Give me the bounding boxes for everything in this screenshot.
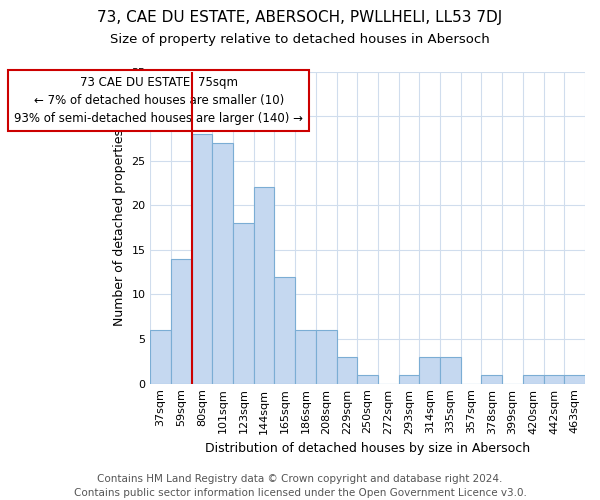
Bar [150, 330, 171, 384]
Bar [544, 375, 564, 384]
Bar [481, 375, 502, 384]
Bar [212, 143, 233, 384]
Bar [337, 357, 357, 384]
Bar [419, 357, 440, 384]
Bar [440, 357, 461, 384]
Bar [274, 276, 295, 384]
Bar [295, 330, 316, 384]
Bar [171, 259, 191, 384]
Bar [398, 375, 419, 384]
Y-axis label: Number of detached properties: Number of detached properties [113, 129, 125, 326]
Text: Contains HM Land Registry data © Crown copyright and database right 2024.
Contai: Contains HM Land Registry data © Crown c… [74, 474, 526, 498]
Bar [316, 330, 337, 384]
Bar [564, 375, 585, 384]
Bar [254, 188, 274, 384]
Bar [191, 134, 212, 384]
Bar [357, 375, 378, 384]
Bar [523, 375, 544, 384]
Text: 73 CAE DU ESTATE: 75sqm
← 7% of detached houses are smaller (10)
93% of semi-det: 73 CAE DU ESTATE: 75sqm ← 7% of detached… [14, 76, 304, 125]
Text: Size of property relative to detached houses in Abersoch: Size of property relative to detached ho… [110, 32, 490, 46]
Text: 73, CAE DU ESTATE, ABERSOCH, PWLLHELI, LL53 7DJ: 73, CAE DU ESTATE, ABERSOCH, PWLLHELI, L… [97, 10, 503, 25]
Bar [233, 223, 254, 384]
X-axis label: Distribution of detached houses by size in Abersoch: Distribution of detached houses by size … [205, 442, 530, 455]
